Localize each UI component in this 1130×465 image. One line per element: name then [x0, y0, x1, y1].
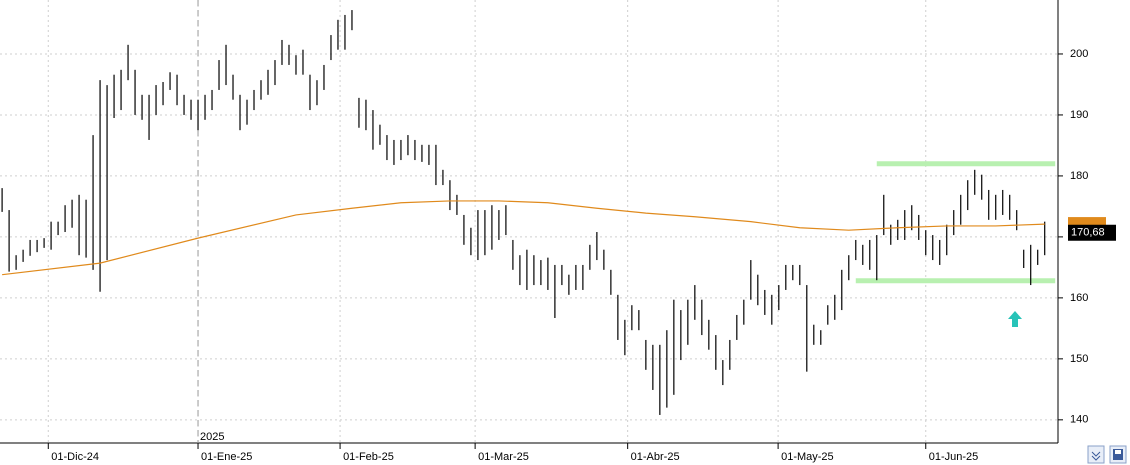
toolbar-icons [1087, 445, 1127, 464]
zoom-button[interactable] [1087, 445, 1105, 464]
y-tick-label: 190 [1070, 109, 1088, 121]
x-tick-label: 01-Jun-25 [929, 451, 979, 463]
last-price-box [1068, 224, 1116, 241]
icon [1091, 451, 1101, 461]
last-price-label: 170,68 [1071, 227, 1105, 239]
y-tick-label: 140 [1070, 414, 1088, 426]
x-tick-label: 01-Feb-25 [343, 451, 394, 463]
y-tick-label: 200 [1070, 48, 1088, 60]
teal-arrow [1008, 311, 1022, 327]
x-tick-label: 01-Mar-25 [478, 451, 529, 463]
moving-average [2, 200, 1045, 276]
x-tick-label: 01-Abr-25 [631, 451, 680, 463]
x-tick-label: 01-May-25 [781, 451, 834, 463]
x-tick-label: 01-Ene-25 [201, 451, 252, 463]
y-tick-label: 180 [1070, 170, 1088, 182]
y-tick-label: 160 [1070, 292, 1088, 304]
y-tick-label: 150 [1070, 353, 1088, 365]
year-label: 2025 [200, 431, 224, 443]
icon [1113, 449, 1123, 460]
icon [1115, 450, 1121, 454]
x-tick-label: 01-Dic-24 [51, 451, 99, 463]
arrow [1008, 311, 1022, 327]
